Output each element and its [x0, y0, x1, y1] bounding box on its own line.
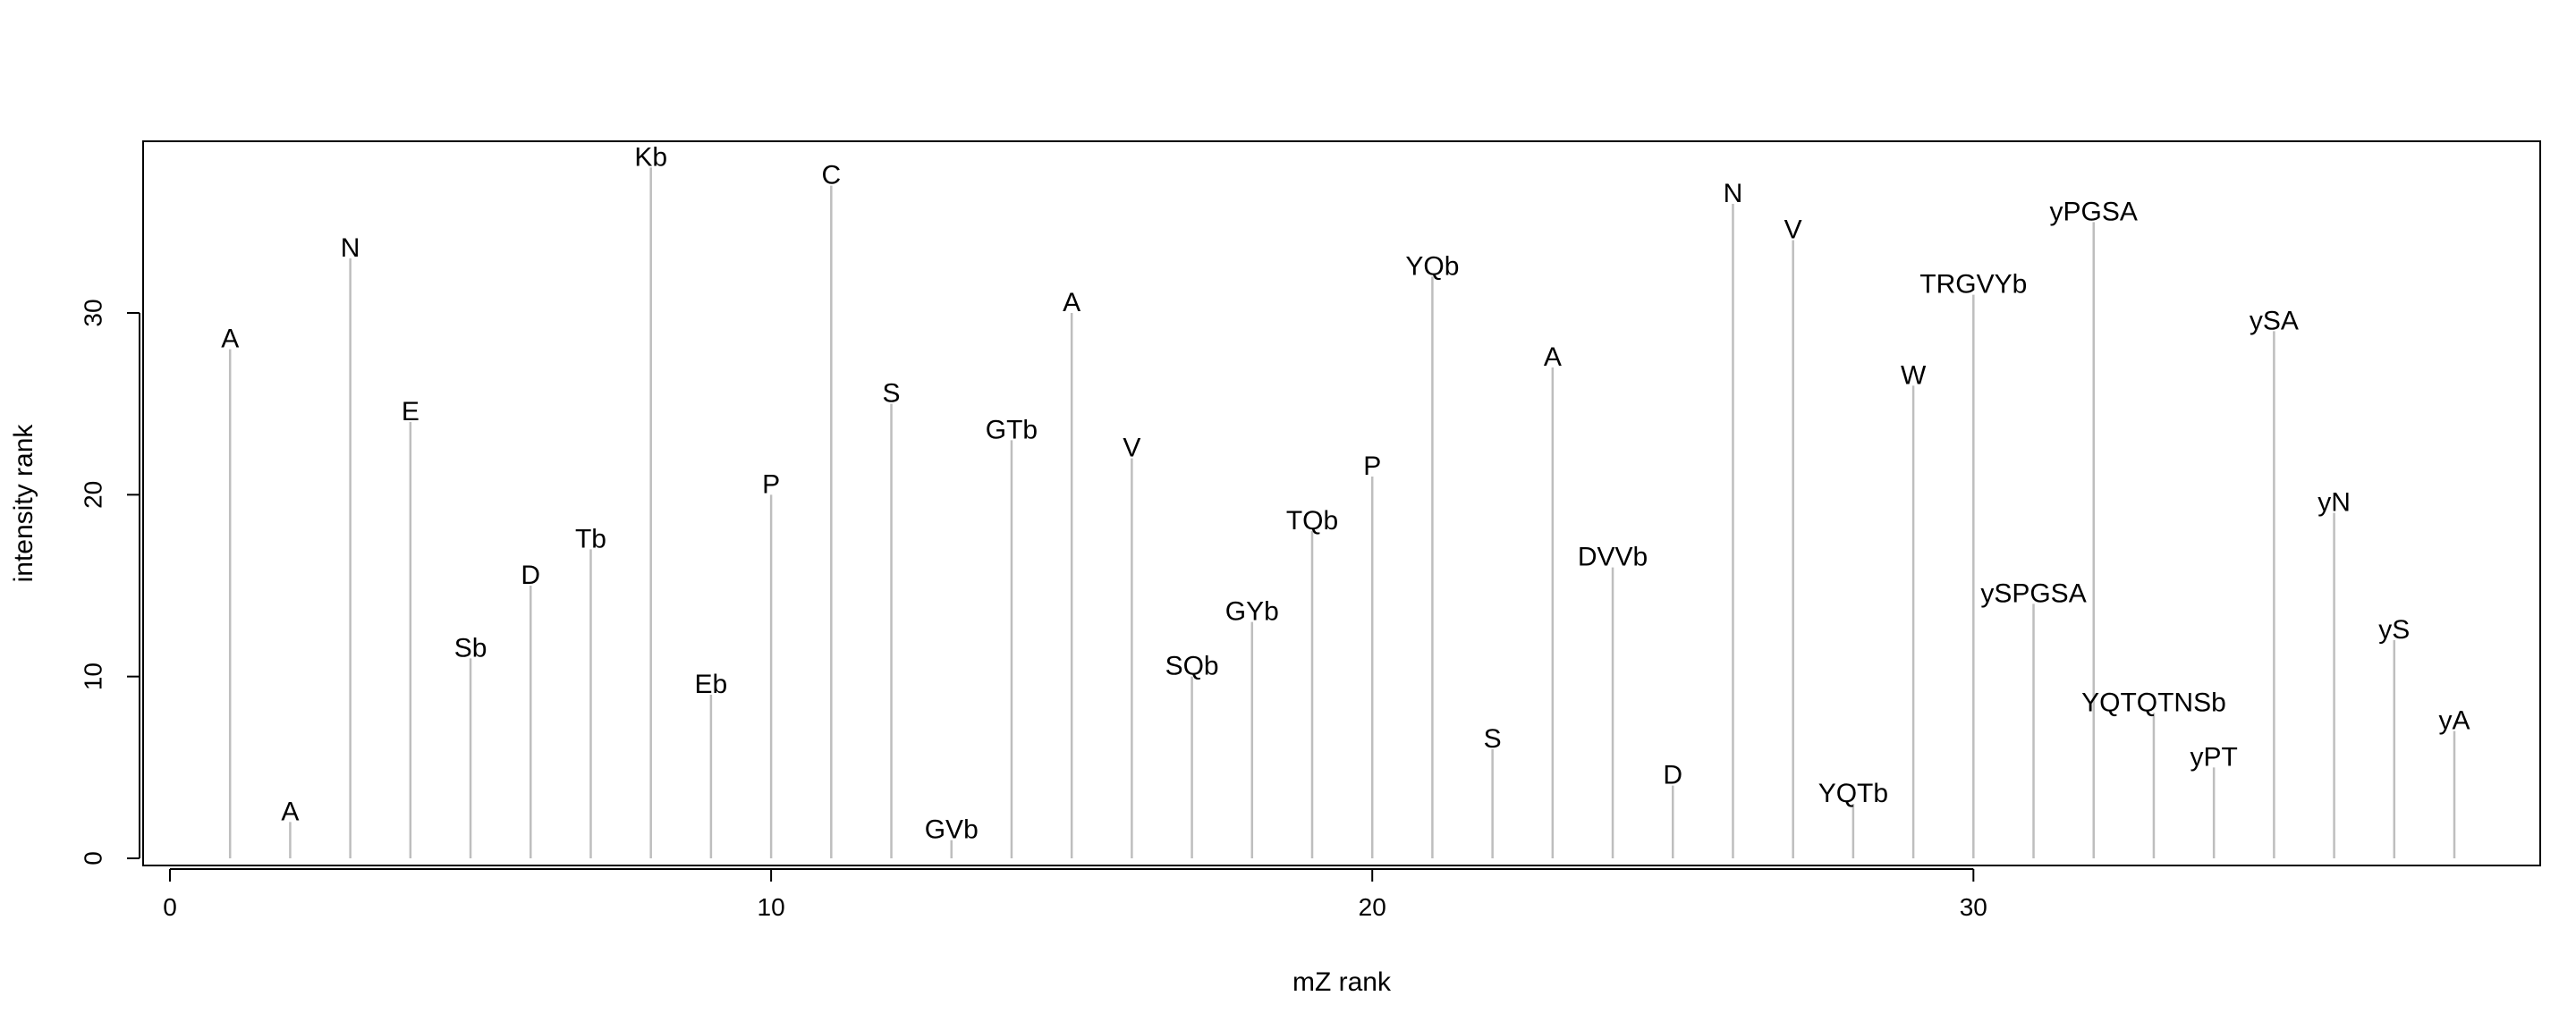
- peak-label-26: N: [1724, 179, 1743, 208]
- peak-label-32: yPGSA: [2050, 197, 2138, 226]
- peak-label-35: ySA: [2250, 306, 2299, 335]
- x-tick-label-30: 30: [1960, 893, 1987, 921]
- peak-label-19: TQb: [1286, 506, 1338, 536]
- peak-label-33: YQTQTNSb: [2081, 688, 2226, 717]
- peak-label-7: Tb: [575, 524, 606, 553]
- peak-label-36: yN: [2318, 488, 2351, 518]
- peak-label-25: D: [1663, 761, 1682, 790]
- peak-label-1: A: [221, 325, 239, 354]
- y-tick-label-0: 0: [79, 851, 106, 865]
- y-axis-title: intensity rank: [9, 424, 38, 583]
- x-axis-title: mZ rank: [1292, 967, 1392, 997]
- y-axis: 0 10 20 30: [79, 299, 140, 865]
- peak-label-4: E: [402, 397, 419, 426]
- peak-label-30: TRGVYb: [1919, 270, 2027, 300]
- peak-label-24: DVVb: [1578, 543, 1648, 572]
- peak-label-6: D: [521, 561, 540, 590]
- peak-label-8: Kb: [634, 142, 667, 172]
- x-tick-label-20: 20: [1359, 893, 1386, 921]
- y-tick-label-10: 10: [79, 663, 106, 690]
- peak-label-27: V: [1784, 215, 1802, 245]
- peak-label-11: C: [821, 161, 841, 190]
- peak-label-5: Sb: [454, 633, 487, 663]
- peak-label-14: GTb: [986, 415, 1038, 444]
- x-axis: 0 10 20 30: [163, 868, 1987, 921]
- peak-label-9: Eb: [695, 670, 728, 699]
- peak-label-15: A: [1063, 288, 1080, 317]
- peak-label-31: ySPGSA: [1980, 578, 2086, 608]
- y-tick-label-30: 30: [79, 299, 106, 326]
- peak-label-3: N: [341, 233, 360, 263]
- x-tick-label-0: 0: [163, 893, 177, 921]
- peak-label-18: GYb: [1225, 597, 1279, 627]
- x-tick-label-10: 10: [758, 893, 785, 921]
- peak-label-12: S: [883, 379, 901, 409]
- peak-label-37: yS: [2378, 615, 2410, 645]
- peak-label-21: YQb: [1405, 251, 1459, 281]
- peak-label-16: V: [1123, 434, 1140, 463]
- spikes-layer: [228, 167, 2456, 858]
- y-tick-label-20: 20: [79, 481, 106, 509]
- peak-label-2: A: [281, 797, 299, 826]
- peak-label-34: yPT: [2190, 742, 2237, 772]
- peak-label-28: YQTb: [1818, 779, 1888, 808]
- peak-label-22: S: [1484, 724, 1502, 754]
- peak-label-23: A: [1544, 342, 1562, 372]
- peak-label-29: W: [1901, 360, 1927, 390]
- peak-label-17: SQb: [1165, 652, 1219, 681]
- peak-label-13: GVb: [925, 815, 979, 845]
- plot-frame: [142, 140, 2541, 866]
- peak-label-38: yA: [2438, 706, 2470, 736]
- peak-label-20: P: [1363, 452, 1381, 481]
- peak-label-10: P: [762, 469, 780, 499]
